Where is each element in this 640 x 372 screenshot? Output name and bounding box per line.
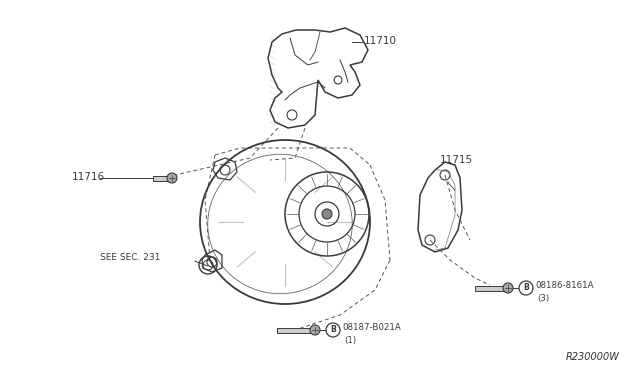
Polygon shape: [475, 285, 508, 291]
Circle shape: [167, 173, 177, 183]
Circle shape: [503, 283, 513, 293]
Text: 11710: 11710: [364, 36, 397, 46]
Text: 08186-8161A: 08186-8161A: [535, 282, 593, 291]
Text: SEE SEC. 231: SEE SEC. 231: [100, 253, 161, 263]
Text: B: B: [523, 283, 529, 292]
Text: (1): (1): [344, 337, 356, 346]
Polygon shape: [153, 176, 172, 180]
Circle shape: [322, 209, 332, 219]
Text: R230000W: R230000W: [566, 352, 620, 362]
Text: (3): (3): [537, 295, 549, 304]
Text: B: B: [330, 326, 336, 334]
Text: 08187-B021A: 08187-B021A: [342, 324, 401, 333]
Text: 11716: 11716: [72, 172, 105, 182]
Text: 11715: 11715: [440, 155, 473, 165]
Polygon shape: [277, 327, 315, 333]
Circle shape: [310, 325, 320, 335]
